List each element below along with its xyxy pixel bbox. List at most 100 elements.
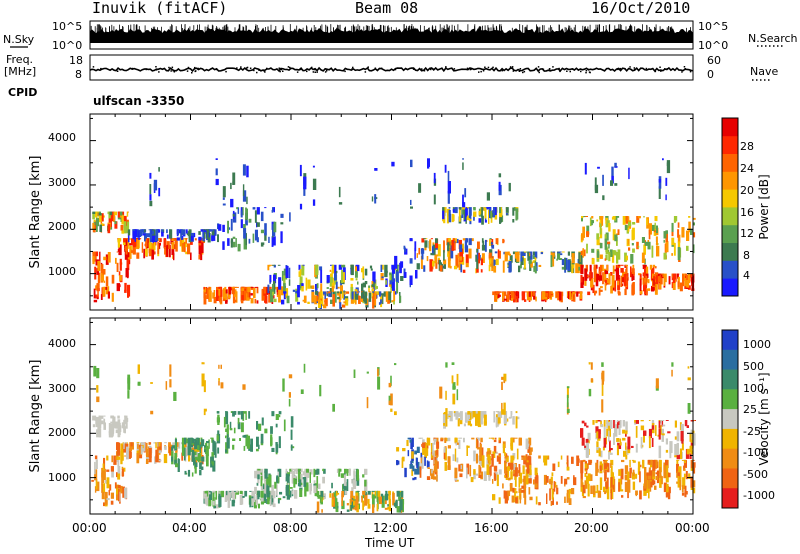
rti-cell (181, 437, 184, 449)
rti-cell (245, 286, 248, 295)
rti-cell (596, 233, 599, 240)
rti-cell (455, 411, 459, 420)
rti-cell (454, 265, 458, 270)
rti-cell (659, 273, 663, 277)
rti-cell (447, 242, 450, 252)
rti-cell (568, 490, 571, 500)
rti-cell (213, 441, 216, 453)
rti-cell (603, 486, 606, 493)
rti-cell (395, 499, 398, 509)
colorbar-swatch (722, 224, 738, 243)
rti-cell (119, 211, 123, 216)
rti-cell (96, 396, 100, 403)
rti-cell (686, 448, 690, 455)
rti-cell (598, 287, 601, 296)
rti-cell (313, 485, 317, 494)
rti-cell (396, 447, 400, 452)
rti-cell (513, 207, 517, 211)
rti-cell (94, 415, 97, 421)
rti-cell (457, 253, 460, 259)
rti-cell (322, 493, 326, 496)
rti-cell (571, 456, 574, 464)
rti-cell (268, 286, 271, 289)
rti-cell (364, 468, 368, 475)
nave-point (441, 67, 443, 70)
rti-cell (320, 283, 323, 293)
rti-cell (433, 437, 437, 439)
velocity-colorbar-label: Velocity [m s⁻¹] (757, 372, 771, 465)
rti-cell (643, 431, 645, 443)
rti-cell (658, 179, 662, 183)
rti-cell (605, 481, 608, 489)
rti-cell (212, 461, 214, 466)
rti-cell (690, 273, 694, 277)
rti-cell (503, 411, 508, 423)
rti-cell (684, 276, 688, 287)
rti-cell (117, 466, 121, 477)
rti-cell (260, 441, 264, 446)
rti-cell (508, 416, 512, 419)
rti-cell (142, 445, 144, 449)
rti-cell (402, 456, 405, 462)
rti-cell (388, 400, 391, 406)
rti-cell (369, 265, 373, 269)
rti-cell (599, 264, 603, 272)
rti-cell (629, 472, 632, 479)
nave-point (249, 67, 252, 69)
rti-cell (665, 464, 668, 474)
rti-cell (534, 260, 537, 268)
rti-cell (457, 419, 460, 427)
rti-cell (288, 392, 291, 398)
rti-cell (269, 264, 273, 266)
rti-cell (488, 456, 491, 465)
rti-cell (507, 251, 510, 255)
rti-cell (169, 446, 172, 456)
rti-cell (125, 268, 129, 278)
rti-cell (629, 467, 632, 474)
rti-cell (534, 467, 538, 476)
freq-tick-bottom: 8 (75, 68, 82, 81)
rti-cell (460, 264, 463, 273)
velocity-cbar-tick: 100 (743, 382, 764, 395)
rti-cell (528, 487, 531, 495)
rti-cell (529, 496, 533, 501)
colorbar-swatch (722, 349, 738, 370)
rti-cell (260, 490, 264, 498)
rti-cell (109, 484, 112, 491)
rti-cell (484, 219, 487, 223)
rti-cell (374, 304, 376, 308)
velocity-cbar-tick: 1000 (743, 338, 771, 351)
nave-point (664, 68, 666, 70)
rti-cell (285, 490, 289, 496)
rti-cell (481, 207, 483, 217)
rti-cell (111, 455, 113, 463)
rti-cell (146, 233, 151, 238)
rti-cell (266, 494, 269, 504)
rti-cell (108, 430, 111, 438)
rti-cell (100, 294, 103, 300)
rti-cell (510, 291, 514, 294)
rti-cell (443, 250, 445, 261)
rti-cell (674, 444, 677, 456)
rti-cell (158, 238, 162, 243)
rti-cell (659, 273, 663, 275)
rti-cell (501, 376, 505, 380)
rti-cell (206, 229, 209, 240)
rti-cell (477, 437, 479, 440)
rti-cell (396, 264, 399, 267)
nave-point (566, 70, 568, 72)
rti-cell (309, 285, 313, 289)
velocity-cbar-tick: -25 (743, 425, 761, 438)
rti-cell (465, 207, 468, 217)
rti-cell (114, 211, 117, 216)
rti-cell (632, 481, 636, 490)
rti-cell (643, 277, 646, 286)
rti-cell (116, 494, 119, 501)
rti-cell (261, 417, 264, 426)
rti-cell (302, 299, 306, 302)
rti-cell (480, 258, 483, 266)
rti-cell (235, 238, 237, 248)
rti-cell (620, 264, 624, 266)
rti-cell (432, 242, 435, 246)
rti-cell (436, 454, 438, 458)
